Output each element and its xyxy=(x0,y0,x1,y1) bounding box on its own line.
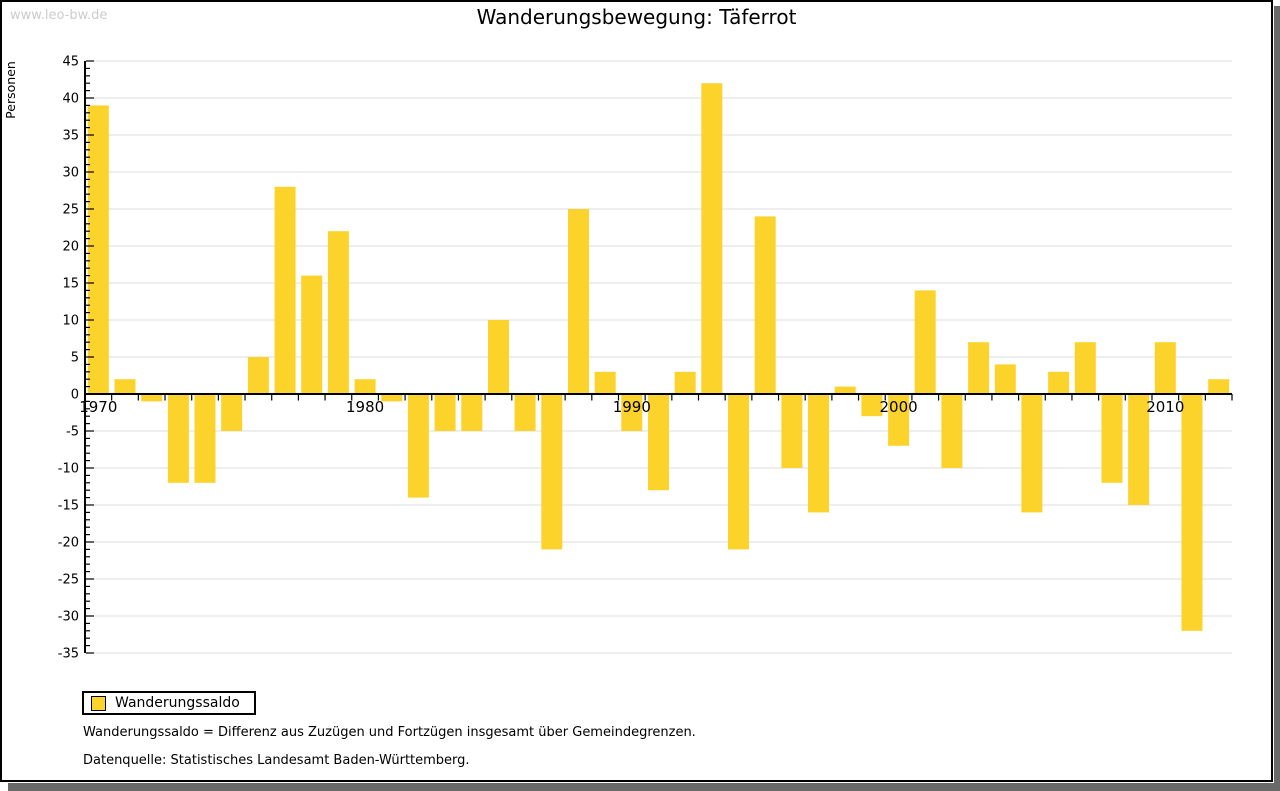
bar-2004 xyxy=(994,364,1016,394)
y-tick-label: -5 xyxy=(66,425,79,440)
bar-1973 xyxy=(167,394,189,483)
bar-1988 xyxy=(568,209,589,394)
bar-1980 xyxy=(354,379,376,394)
bar-1984 xyxy=(461,394,483,431)
y-tick-label: -30 xyxy=(58,610,79,625)
bar-2005 xyxy=(1021,394,1043,513)
bar-2011 xyxy=(1181,394,1203,631)
y-tick-label: 5 xyxy=(71,351,79,366)
bar-1999 xyxy=(861,394,883,417)
y-tick-label: -25 xyxy=(58,573,79,588)
legend-color-swatch xyxy=(91,695,106,711)
x-tick-label: 2000 xyxy=(880,398,918,416)
bar-1995 xyxy=(754,216,776,394)
footnote-source: Datenquelle: Statistisches Landesamt Bad… xyxy=(83,753,470,768)
y-tick-label: -20 xyxy=(58,536,79,551)
chart-title: Wanderungsbewegung: Täferrot xyxy=(476,5,797,29)
bar-1983 xyxy=(434,394,456,431)
bar-1989 xyxy=(594,371,616,394)
footnote-definition: Wanderungssaldo = Differenz aus Zuzügen … xyxy=(83,725,696,740)
bar-2008 xyxy=(1101,394,1123,483)
x-tick-label: 2010 xyxy=(1146,398,1184,416)
bar-2012 xyxy=(1208,379,1230,394)
bar-1972 xyxy=(141,394,163,402)
y-tick-label: -10 xyxy=(58,462,79,477)
bar-2001 xyxy=(914,290,936,394)
y-tick-label: 15 xyxy=(62,277,79,292)
frame-shadow-bottom xyxy=(8,783,1280,791)
y-tick-label: 30 xyxy=(62,166,79,181)
bar-2009 xyxy=(1128,394,1150,505)
bar-1994 xyxy=(728,394,749,550)
bar-1970 xyxy=(87,105,109,395)
y-axis-title: Personen xyxy=(3,61,18,119)
y-tick-label: 25 xyxy=(62,203,79,218)
bar-1974 xyxy=(194,394,216,483)
bar-1997 xyxy=(808,394,829,513)
bar-1992 xyxy=(674,371,696,394)
bar-1976 xyxy=(247,357,269,394)
migration-chart: 45 40 35 30 25 20 15 10 5 0 -5 -10 -15 -20 -25 -30 -35 19… xyxy=(3,55,1233,662)
bar-1978 xyxy=(301,275,323,394)
y-tick-label: -35 xyxy=(58,647,79,662)
y-tick-label: 40 xyxy=(62,92,79,107)
axis-ticks xyxy=(84,60,1233,654)
x-tick-label: 1980 xyxy=(346,398,384,416)
y-tick-label: 35 xyxy=(62,129,79,144)
bar-1996 xyxy=(781,394,803,468)
bar-2006 xyxy=(1048,371,1070,394)
y-tick-label: 0 xyxy=(71,388,79,403)
bar-1990 xyxy=(621,394,643,431)
bar-1982 xyxy=(407,394,429,498)
bar-2002 xyxy=(941,394,963,468)
y-tick-label: 45 xyxy=(62,55,79,70)
bar-1971 xyxy=(114,379,136,394)
axes xyxy=(84,61,1232,653)
bar-2007 xyxy=(1074,342,1096,394)
bar-1998 xyxy=(834,386,856,394)
x-tick-label: 1990 xyxy=(613,398,651,416)
y-tick-label: 10 xyxy=(62,314,79,329)
bar-2003 xyxy=(968,342,990,394)
axis-labels: 45 40 35 30 25 20 15 10 5 0 -5 -10 -15 -20 -25 -30 -35 19… xyxy=(3,55,1184,662)
bar-1981 xyxy=(381,394,403,402)
y-tick-label: -15 xyxy=(58,499,79,514)
legend-label: Wanderungssaldo xyxy=(115,695,240,711)
bar-1979 xyxy=(327,231,349,394)
bar-1986 xyxy=(514,394,536,431)
watermark: www.leo-bw.de xyxy=(10,8,108,23)
bar-1993 xyxy=(701,83,723,394)
x-tick-label: 1970 xyxy=(79,398,117,416)
frame-shadow-right xyxy=(1274,6,1280,791)
bar-1991 xyxy=(648,394,669,491)
bar-2000 xyxy=(888,394,910,446)
bars xyxy=(87,83,1230,631)
y-tick-label: 20 xyxy=(62,240,79,255)
bar-1975 xyxy=(221,394,243,431)
bar-1977 xyxy=(274,186,296,394)
bar-2010 xyxy=(1154,342,1176,394)
legend: Wanderungssaldo xyxy=(82,691,256,715)
bar-1985 xyxy=(488,320,509,394)
bar-1987 xyxy=(541,394,563,550)
